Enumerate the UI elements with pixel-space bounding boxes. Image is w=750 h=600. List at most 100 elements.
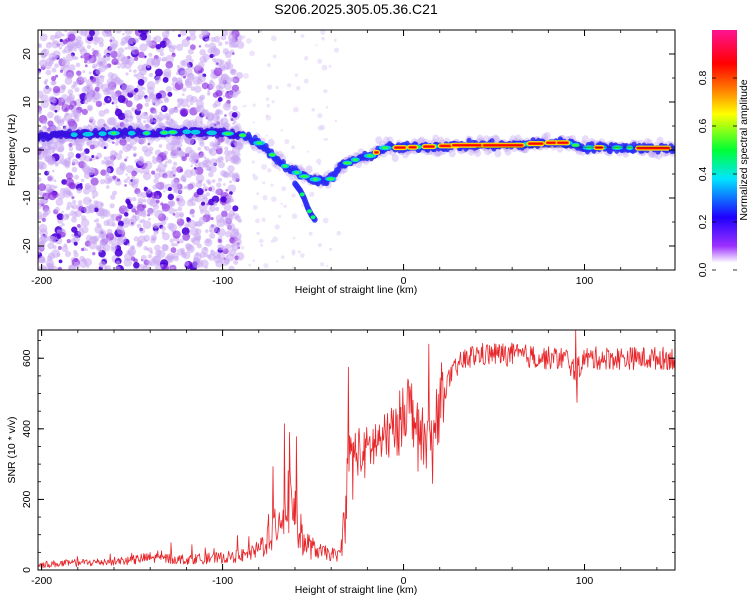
spectrogram-noise-blob: [230, 77, 236, 83]
spectrogram-noise-blob: [105, 167, 112, 174]
spectrogram-noise-blob: [131, 178, 138, 185]
spectrogram-noise-blob: [173, 255, 179, 262]
spectrogram-ridge-halo: [484, 147, 492, 156]
spectrogram-noise-blob: [102, 209, 111, 218]
spectrogram-noise-blob: [139, 155, 144, 161]
spectrogram-ridge: [38, 118, 675, 223]
spectrogram-noise-blob: [97, 118, 106, 127]
spectrogram-noise-blob: [137, 197, 144, 204]
spectrogram-noise-blob: [256, 231, 260, 236]
spectrogram-noise-blob: [291, 193, 296, 198]
spectrogram-noise-blob: [144, 123, 150, 129]
snr-series-line: [38, 330, 675, 568]
spectrogram-noise-blob: [209, 53, 214, 59]
spectrogram-noise-blob: [59, 38, 63, 43]
spectrogram-noise-blob: [196, 188, 204, 196]
spectrogram-noise-blob: [176, 248, 185, 256]
spectrogram-noise-blob: [41, 163, 48, 170]
spectrogram-noise-blob: [208, 205, 216, 212]
spectrogram-noise-blob: [163, 190, 166, 193]
spectrogram-noise-blob: [64, 250, 72, 258]
spectrogram-noise-blob: [55, 163, 59, 167]
spectrogram-noise-blob: [167, 193, 175, 201]
spectrogram-noise-blob: [66, 72, 74, 80]
spectrogram-noise-blob: [151, 191, 159, 199]
spectrogram-noise-blob: [59, 187, 66, 194]
spectrogram-noise-blob: [227, 33, 236, 42]
spectrogram-noise-blob: [72, 83, 77, 88]
spectrogram-noise-blob: [76, 70, 82, 76]
spectrogram-noise-blob: [43, 208, 51, 216]
spectrogram-noise-blob: [237, 256, 241, 259]
spectrogram-noise-blob: [86, 44, 91, 49]
spectrogram-noise-blob: [309, 191, 315, 197]
spectrogram-noise-blob: [220, 73, 230, 83]
spectrogram-noise-blob: [119, 122, 125, 128]
spectrogram-noise-blob: [116, 237, 125, 246]
spectrogram-noise-blob: [105, 237, 110, 243]
spectrogram-noise-blob: [272, 54, 277, 59]
spectrogram-noise-blob: [40, 147, 49, 156]
spectrogram-noise-blob: [337, 178, 340, 181]
spectrogram-noise-blob: [168, 223, 178, 232]
spectrogram-noise-blob: [246, 38, 252, 44]
spectrogram-noise-blob: [80, 218, 90, 228]
spectrogram-noise-blob: [99, 178, 106, 185]
spectrogram-x-ticks: -200 -100 0 100: [31, 30, 658, 287]
spectrogram-noise-blob: [209, 224, 218, 233]
spectrogram-ridge-halo: [418, 136, 426, 145]
spectrogram-noise-blob: [47, 235, 54, 242]
spectrogram-noise-blob: [124, 113, 129, 118]
spectrogram-noise-blob: [111, 141, 115, 145]
spectrogram-noise-blob: [70, 138, 79, 146]
spectrogram-noise-blob: [56, 213, 64, 221]
spectrogram-y-tick-label: -10: [21, 190, 33, 205]
spectrogram-noise-blob: [323, 89, 328, 94]
spectrogram-noise-blob: [116, 226, 125, 235]
snr-x-tick-label: -200: [31, 575, 52, 587]
spectrogram-noise-blob: [227, 58, 232, 63]
spectrogram-noise-blob: [204, 38, 208, 41]
spectrogram-noise-blob: [212, 103, 218, 109]
spectrogram-noise-blob: [87, 106, 93, 112]
spectrogram-noise-blob: [224, 154, 233, 162]
spectrogram-noise-blob: [143, 245, 148, 251]
spectrogram-noise-blob: [155, 199, 160, 204]
spectrogram-noise-blob: [38, 108, 42, 114]
spectrogram-ridge-halo: [432, 134, 440, 143]
spectrogram-noise-blob: [117, 47, 125, 54]
spectrogram-noise-blob: [71, 175, 74, 179]
spectrogram-noise-blob: [87, 123, 91, 128]
spectrogram-noise-blob: [266, 104, 271, 108]
spectrogram-noise-blob: [191, 214, 195, 218]
spectrogram-y-tick-label: 0: [21, 147, 33, 153]
spectrogram-noise-blob: [38, 251, 41, 255]
spectrogram-noise-blob: [38, 183, 47, 192]
spectrogram-ridge-halo: [237, 138, 245, 150]
spectrogram-noise-blob: [84, 94, 93, 103]
spectrogram-noise-blob: [81, 76, 88, 83]
spectrogram-noise-blob: [177, 241, 180, 244]
spectrogram-noise-blob: [267, 168, 272, 173]
spectrogram-noise-blob: [141, 210, 146, 215]
spectrogram-noise-blob: [98, 260, 107, 269]
spectrogram-noise-blob: [199, 49, 206, 56]
spectrogram-noise-blob: [100, 214, 105, 219]
spectrogram-noise-blob: [183, 75, 186, 79]
spectrogram-noise-blob: [200, 201, 206, 206]
spectrogram-noise-blob: [163, 150, 168, 156]
spectrogram-noise-blob: [92, 98, 98, 103]
spectrogram-noise-blob: [61, 222, 65, 227]
spectrogram-noise-blob: [90, 177, 99, 186]
spectrogram-ridge-halo: [448, 149, 456, 158]
spectrogram-noise-blob: [165, 61, 173, 69]
snr-x-tick-label: 0: [401, 575, 407, 587]
spectrogram-noise-blob: [270, 35, 277, 42]
spectrogram-noise-blob: [175, 43, 184, 52]
spectrogram-noise-blob: [115, 30, 122, 34]
spectrogram-noise-blob: [62, 213, 70, 221]
spectrogram-noise-blob: [215, 188, 222, 195]
spectrogram-noise-blob: [300, 163, 303, 167]
spectrogram-noise-blob: [218, 41, 223, 47]
